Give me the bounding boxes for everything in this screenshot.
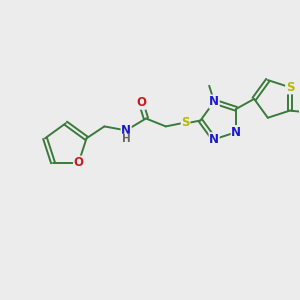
Text: O: O: [74, 156, 84, 169]
Text: S: S: [181, 116, 190, 129]
Text: N: N: [209, 133, 219, 146]
Text: O: O: [136, 96, 146, 109]
Text: N: N: [231, 126, 241, 139]
Text: N: N: [121, 124, 131, 137]
Text: H: H: [122, 134, 130, 144]
Text: N: N: [209, 95, 219, 108]
Text: S: S: [286, 81, 294, 94]
